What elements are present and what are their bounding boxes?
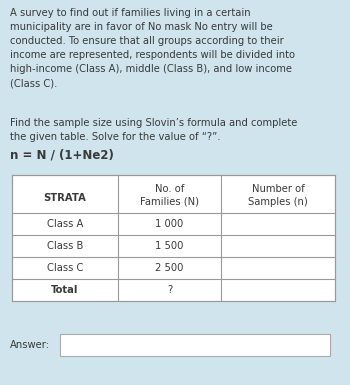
Text: 2 500: 2 500: [155, 263, 184, 273]
Text: 1 500: 1 500: [155, 241, 184, 251]
Text: Answer:: Answer:: [10, 340, 50, 350]
Text: Find the sample size using Slovin’s formula and complete
the given table. Solve : Find the sample size using Slovin’s form…: [10, 118, 297, 142]
Text: Families (N): Families (N): [140, 197, 199, 207]
Text: Samples (n): Samples (n): [248, 197, 308, 207]
Text: 1 000: 1 000: [155, 219, 184, 229]
Bar: [12, 175, 335, 301]
Text: STRATA: STRATA: [43, 193, 86, 203]
Text: Total: Total: [51, 285, 79, 295]
Text: ?: ?: [167, 285, 172, 295]
Text: Class C: Class C: [47, 263, 83, 273]
Text: A survey to find out if families living in a certain
municipality are in favor o: A survey to find out if families living …: [10, 8, 295, 88]
Text: n = N / (1+Ne2): n = N / (1+Ne2): [10, 148, 114, 161]
Text: No. of: No. of: [155, 184, 184, 194]
Bar: [60, 334, 330, 356]
Text: Class B: Class B: [47, 241, 83, 251]
Text: Class A: Class A: [47, 219, 83, 229]
Text: Number of: Number of: [252, 184, 304, 194]
